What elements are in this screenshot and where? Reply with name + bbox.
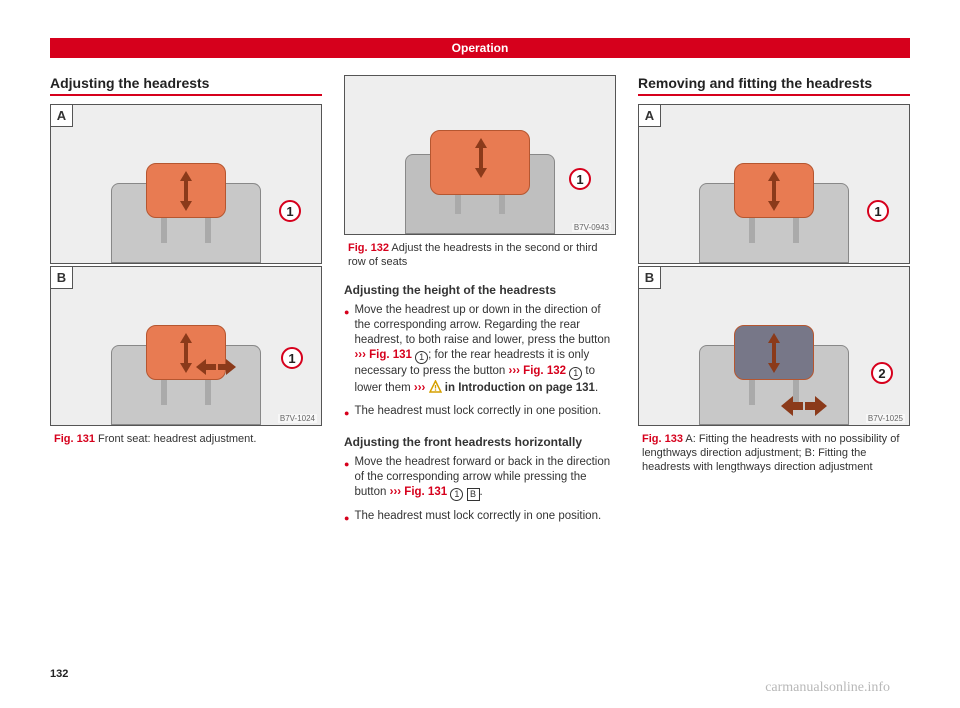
callout-ref-1: 1 bbox=[415, 351, 428, 364]
callout-ref-1: 1 bbox=[569, 367, 582, 380]
panel-label-b: B bbox=[51, 267, 73, 289]
arrow-press-icon bbox=[781, 393, 827, 424]
column-center: 1 B7V-0943 Fig. 132 Adjust the headrests… bbox=[344, 75, 616, 534]
section-title-remove: Removing and fitting the headrests bbox=[638, 75, 910, 96]
fig-ref: Fig. 132 bbox=[348, 242, 389, 254]
page-header: Operation bbox=[50, 38, 910, 58]
arrow-up-down-icon bbox=[473, 138, 489, 178]
figure-131-b: B 1 B7V-1024 bbox=[50, 266, 322, 426]
heading-horizontal: Adjusting the front headrests horizontal… bbox=[344, 435, 616, 449]
callout-1: 1 bbox=[569, 168, 591, 190]
arrow-up-down-icon bbox=[178, 171, 194, 211]
panel-label-b: B bbox=[639, 267, 661, 289]
image-code: B7V-1025 bbox=[866, 414, 905, 423]
fig-ref: Fig. 133 bbox=[642, 433, 683, 445]
callout-1: 1 bbox=[279, 200, 301, 222]
cross-ref: ››› bbox=[414, 382, 426, 394]
image-code: B7V-0943 bbox=[572, 223, 611, 232]
callout-1: 1 bbox=[867, 200, 889, 222]
content-columns: Adjusting the headrests A 1 B bbox=[50, 75, 910, 534]
figure-131-caption: Fig. 131 Front seat: headrest adjustment… bbox=[54, 432, 318, 446]
figure-131-a: A 1 bbox=[50, 104, 322, 264]
figure-133-b: B 2 B7V-1025 bbox=[638, 266, 910, 426]
arrow-fwd-back-icon bbox=[196, 355, 236, 384]
callout-1: 1 bbox=[281, 347, 303, 369]
section-title-adjust: Adjusting the headrests bbox=[50, 75, 322, 96]
panel-ref-b: B bbox=[467, 488, 480, 501]
panel-label-a: A bbox=[639, 105, 661, 127]
figure-132: 1 B7V-0943 bbox=[344, 75, 616, 235]
figure-132-caption: Fig. 132 Adjust the headrests in the sec… bbox=[348, 241, 612, 269]
panel-label-a: A bbox=[51, 105, 73, 127]
bullet-height-1: Move the headrest up or down in the dire… bbox=[344, 303, 616, 396]
column-right: Removing and fitting the headrests A 1 B bbox=[638, 75, 910, 534]
arrow-up-down-icon bbox=[766, 333, 782, 373]
cross-ref: ››› Fig. 131 bbox=[354, 349, 412, 361]
page-number: 132 bbox=[50, 668, 68, 680]
image-code: B7V-1024 bbox=[278, 414, 317, 423]
arrow-up-down-icon bbox=[766, 171, 782, 211]
fig-ref: Fig. 131 bbox=[54, 433, 95, 445]
cross-ref: ››› Fig. 131 bbox=[390, 486, 448, 498]
manual-page: Operation Adjusting the headrests A 1 B bbox=[0, 0, 960, 708]
watermark: carmanualsonline.info bbox=[765, 680, 890, 696]
column-left: Adjusting the headrests A 1 B bbox=[50, 75, 322, 534]
bullet-horiz-1: Move the headrest forward or back in the… bbox=[344, 455, 616, 501]
bullet-horiz-2: The headrest must lock correctly in one … bbox=[344, 509, 616, 526]
arrow-up-down-icon bbox=[178, 333, 194, 373]
warning-icon bbox=[429, 380, 442, 393]
figure-133-a: A 1 bbox=[638, 104, 910, 264]
figure-133-caption: Fig. 133 A: Fitting the headrests with n… bbox=[642, 432, 906, 474]
callout-2: 2 bbox=[871, 362, 893, 384]
bullet-height-2: The headrest must lock correctly in one … bbox=[344, 404, 616, 421]
cross-ref: ››› Fig. 132 bbox=[509, 365, 567, 377]
callout-ref-1: 1 bbox=[450, 488, 463, 501]
heading-height: Adjusting the height of the headrests bbox=[344, 283, 616, 297]
fig-text: Front seat: headrest adjustment. bbox=[95, 433, 256, 445]
